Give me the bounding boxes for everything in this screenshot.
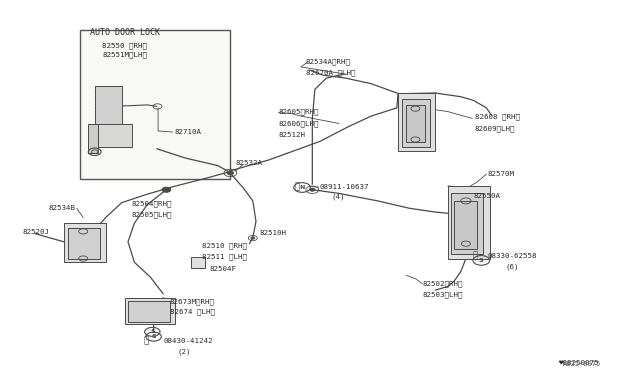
Bar — [125, 298, 175, 324]
Text: 82512H: 82512H — [278, 132, 305, 138]
Text: 82503〈LH〉: 82503〈LH〉 — [422, 291, 463, 298]
Text: 82673M〈RH〉: 82673M〈RH〉 — [170, 298, 214, 305]
Text: 82605〈RH〉: 82605〈RH〉 — [278, 108, 319, 115]
Text: (2): (2) — [178, 348, 191, 355]
Text: 82534A〈RH〉: 82534A〈RH〉 — [306, 58, 351, 65]
Text: AUTO DOOR LOCK: AUTO DOOR LOCK — [90, 28, 160, 37]
Text: 82550A: 82550A — [474, 193, 500, 199]
Text: 82670A 〈LH〉: 82670A 〈LH〉 — [306, 69, 355, 76]
Bar — [88, 124, 98, 153]
Text: (6): (6) — [506, 263, 519, 270]
Text: 82606〈LH〉: 82606〈LH〉 — [278, 120, 319, 127]
Text: 82534B: 82534B — [49, 205, 76, 211]
Text: 82520J: 82520J — [22, 229, 49, 235]
Text: 82505〈LH〉: 82505〈LH〉 — [131, 212, 172, 218]
Bar — [191, 257, 205, 268]
Text: 82609〈LH〉: 82609〈LH〉 — [475, 125, 515, 132]
Bar — [88, 124, 132, 147]
Bar — [95, 86, 122, 126]
Text: 08330-62558: 08330-62558 — [488, 253, 537, 259]
Text: S: S — [151, 334, 156, 339]
Bar — [128, 301, 170, 322]
Text: N: N — [300, 185, 305, 190]
Text: (4): (4) — [332, 194, 345, 201]
Bar — [80, 30, 230, 179]
Circle shape — [227, 171, 234, 175]
Text: 82551M〈LH〉: 82551M〈LH〉 — [102, 52, 147, 58]
Bar — [406, 105, 425, 142]
Bar — [451, 193, 483, 254]
Text: Ⓢ: Ⓢ — [144, 337, 149, 346]
Circle shape — [162, 187, 171, 192]
Text: 82532A: 82532A — [236, 160, 262, 166]
Text: 82502〈RH〉: 82502〈RH〉 — [422, 280, 463, 287]
Text: 08430-41242: 08430-41242 — [163, 338, 212, 344]
Bar — [454, 201, 477, 249]
Text: 82608 〈RH〉: 82608 〈RH〉 — [475, 114, 520, 121]
Text: 08911-10637: 08911-10637 — [319, 184, 369, 190]
Bar — [402, 99, 430, 147]
Bar — [64, 223, 106, 262]
Text: A825∗0075: A825∗0075 — [563, 361, 602, 367]
Text: Ⓝ: Ⓝ — [294, 182, 300, 191]
Text: 82504〈RH〉: 82504〈RH〉 — [131, 201, 172, 207]
Text: S: S — [150, 329, 155, 334]
Circle shape — [310, 188, 315, 191]
Text: 82550 〈RH〉: 82550 〈RH〉 — [102, 42, 147, 49]
Text: 82510H: 82510H — [259, 230, 286, 236]
Bar — [68, 228, 100, 259]
Text: 82511 〈LH〉: 82511 〈LH〉 — [202, 253, 246, 260]
Text: 82510 〈RH〉: 82510 〈RH〉 — [202, 242, 246, 249]
Text: 82504F: 82504F — [210, 266, 237, 272]
Bar — [398, 93, 435, 151]
Text: 82570M: 82570M — [488, 171, 515, 177]
Text: ♥08250075: ♥08250075 — [559, 360, 599, 366]
Text: Ⓢ: Ⓢ — [472, 251, 477, 260]
Text: S: S — [479, 258, 484, 263]
Text: 82674 〈LH〉: 82674 〈LH〉 — [170, 308, 214, 315]
Bar — [448, 186, 490, 259]
Circle shape — [251, 237, 255, 239]
Text: 82710A: 82710A — [174, 129, 201, 135]
